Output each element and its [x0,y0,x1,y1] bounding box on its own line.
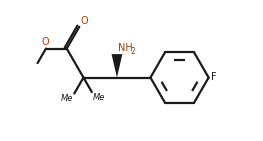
Text: F: F [211,72,216,82]
Text: O: O [42,37,49,47]
Text: 2: 2 [131,47,135,56]
Polygon shape [112,54,122,78]
Text: O: O [80,16,88,26]
Text: Me: Me [93,93,105,102]
Text: NH: NH [118,43,133,53]
Text: Me: Me [61,94,73,103]
